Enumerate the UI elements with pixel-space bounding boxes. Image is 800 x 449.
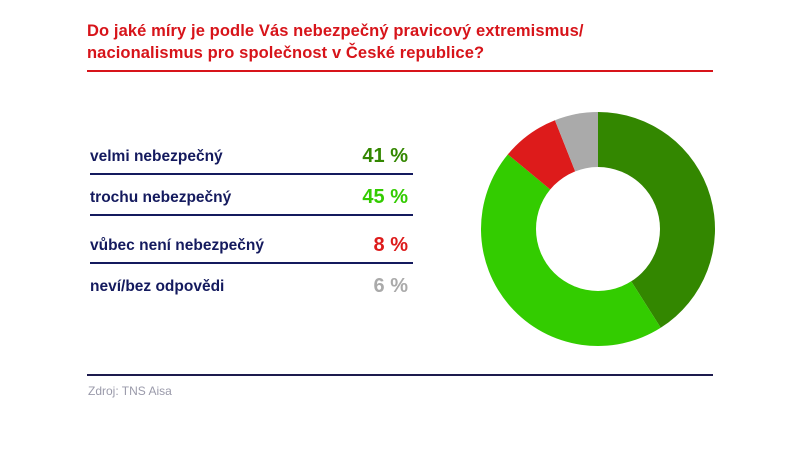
legend: velmi nebezpečný 41 % trochu nebezpečný … [90,138,413,305]
legend-label: velmi nebezpečný [90,148,223,165]
donut-chart [480,112,715,347]
legend-value: 6 % [373,275,408,297]
chart-title-line-1: Do jaké míry je podle Vás nebezpečný pra… [87,22,584,40]
legend-divider [90,214,413,216]
chart-title-line-2: nacionalismus pro společnost v České rep… [87,44,485,62]
legend-divider [90,173,413,175]
legend-label: vůbec není nebezpečný [90,237,264,254]
legend-row: velmi nebezpečný 41 % [90,138,413,175]
donut-hole [536,167,660,291]
legend-row: vůbec není nebezpečný 8 % [90,216,413,264]
legend-label: neví/bez odpovědi [90,278,225,295]
title-divider [87,70,713,72]
footer-divider [87,374,713,376]
chart-title: Do jaké míry je podle Vás nebezpečný pra… [87,20,727,64]
legend-value: 41 % [362,145,408,167]
legend-value: 8 % [373,234,408,256]
legend-divider [90,262,413,264]
legend-row: trochu nebezpečný 45 % [90,175,413,216]
source-note: Zdroj: TNS Aisa [88,384,172,398]
legend-label: trochu nebezpečný [90,189,232,206]
legend-row: neví/bez odpovědi 6 % [90,264,413,305]
legend-value: 45 % [362,186,408,208]
